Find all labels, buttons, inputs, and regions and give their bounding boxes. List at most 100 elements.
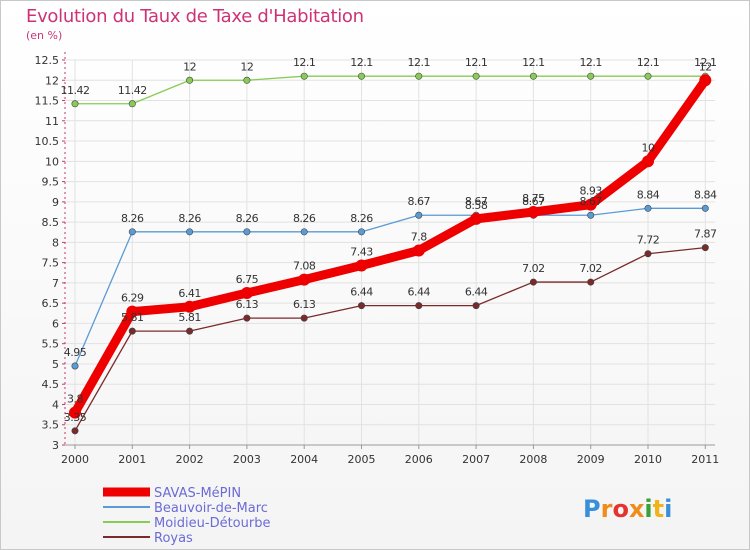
y-tick-label: 7: [52, 277, 59, 290]
grid-lines: [65, 59, 715, 446]
data-label: 5.81: [178, 311, 201, 324]
data-point: [355, 259, 368, 272]
data-label: 3.8: [67, 393, 83, 406]
data-label: 6.41: [178, 287, 201, 300]
y-tick-label: 9: [52, 196, 59, 209]
y-tick-label: 8.5: [42, 216, 60, 229]
data-point: [300, 228, 308, 236]
data-label: 8.26: [293, 212, 316, 225]
logo-text: Proxiti: [583, 495, 672, 523]
data-label: 8.26: [236, 212, 259, 225]
data-label: 8.67: [465, 195, 488, 208]
data-point: [472, 72, 480, 80]
data-point: [584, 198, 597, 211]
x-tick-label: 2008: [519, 453, 547, 466]
data-labels: 3.8 6.29 6.41 6.75 7.08 7.43 7.8 8.58 8.75 8.93 10…: [61, 56, 718, 424]
logo-letter: i: [664, 495, 672, 523]
y-tick-label: 10.5: [35, 135, 60, 148]
data-point: [357, 72, 365, 80]
data-label: 3.35: [64, 411, 87, 424]
logo-letter: o: [612, 495, 629, 523]
data-label: 8.67: [408, 195, 431, 208]
x-tick-label: 2007: [462, 453, 490, 466]
data-point: [587, 72, 595, 80]
data-label: 6.13: [293, 298, 316, 311]
x-tick-label: 2002: [176, 453, 204, 466]
data-point: [243, 228, 251, 236]
data-point: [243, 314, 251, 322]
x-tick-labels: 2000 2001 2002 2003 2004 2005 2006 2007 2008 2009…: [61, 453, 719, 466]
legend-entry: Royas: [154, 531, 193, 546]
data-point: [126, 305, 139, 318]
y-tick-label: 12.5: [35, 54, 60, 67]
data-label: 7.72: [637, 234, 660, 247]
y-tick-label: 3.5: [42, 419, 60, 432]
data-label: 12.1: [465, 56, 488, 69]
y-tick-label: 6: [52, 317, 59, 330]
x-tick-label: 2009: [577, 453, 605, 466]
data-label: 7.87: [694, 228, 717, 241]
data-label: 12.1: [637, 56, 660, 69]
data-label: 12: [699, 60, 712, 73]
data-point: [529, 72, 537, 80]
data-label: 6.29: [121, 292, 144, 305]
chart-subtitle: (en %): [26, 29, 63, 42]
data-label: 12.1: [408, 56, 431, 69]
data-label: 8.84: [694, 188, 717, 201]
data-point: [701, 204, 709, 212]
x-tick-label: 2010: [634, 453, 662, 466]
y-tick-label: 5: [52, 358, 59, 371]
x-tick-label: 2003: [233, 453, 261, 466]
data-point: [186, 228, 194, 236]
data-label: 6.44: [408, 286, 431, 299]
x-tick-label: 2004: [290, 453, 318, 466]
data-label: 6.75: [236, 273, 259, 286]
series-line: [70, 75, 710, 418]
legend-entry: SAVAS-MéPIN: [154, 486, 241, 501]
logo-letter: x: [629, 495, 645, 523]
y-tick-label: 11.5: [35, 95, 60, 108]
series-line: [74, 207, 706, 367]
data-label: 10: [642, 141, 655, 154]
data-point: [644, 250, 652, 258]
y-tick-label: 3: [52, 439, 59, 452]
data-point: [128, 100, 136, 108]
data-point: [186, 327, 194, 335]
data-label: 7.43: [350, 245, 373, 258]
data-label: 7.02: [522, 262, 545, 275]
data-label: 11.42: [61, 84, 90, 97]
y-tick-label: 11: [45, 115, 59, 128]
data-point: [71, 362, 79, 370]
data-point: [186, 76, 194, 84]
y-tick-label: 8: [52, 236, 59, 249]
data-point: [357, 228, 365, 236]
data-point: [240, 287, 253, 300]
y-tick-label: 4: [52, 398, 59, 411]
data-point: [357, 302, 365, 310]
data-label: 12.1: [579, 56, 602, 69]
data-point: [415, 211, 423, 219]
x-tick-label: 2005: [348, 453, 376, 466]
series-line: [74, 75, 706, 105]
data-point: [415, 302, 423, 310]
data-label: 8.26: [178, 212, 201, 225]
data-point: [701, 244, 709, 252]
logo-letter: P: [583, 495, 601, 523]
legend: SAVAS-MéPINBeauvoir-de-MarcMoidieu-Détou…: [103, 486, 270, 546]
data-label: 12: [183, 60, 196, 73]
data-point: [472, 302, 480, 310]
chart-title: Evolution du Taux de Taxe d'Habitation: [26, 6, 364, 27]
y-tick-label: 12: [45, 74, 59, 87]
y-tick-label: 6.5: [42, 297, 60, 310]
series-line: [74, 246, 706, 432]
x-tick-label: 2011: [691, 453, 719, 466]
data-point: [71, 100, 79, 108]
data-label: 4.95: [64, 346, 87, 359]
data-point: [470, 212, 483, 225]
data-label: 12.1: [293, 56, 316, 69]
data-label: 11.42: [118, 84, 147, 97]
logo-letter: i: [644, 495, 652, 523]
legend-entry: Moidieu-Détourbe: [154, 516, 270, 531]
